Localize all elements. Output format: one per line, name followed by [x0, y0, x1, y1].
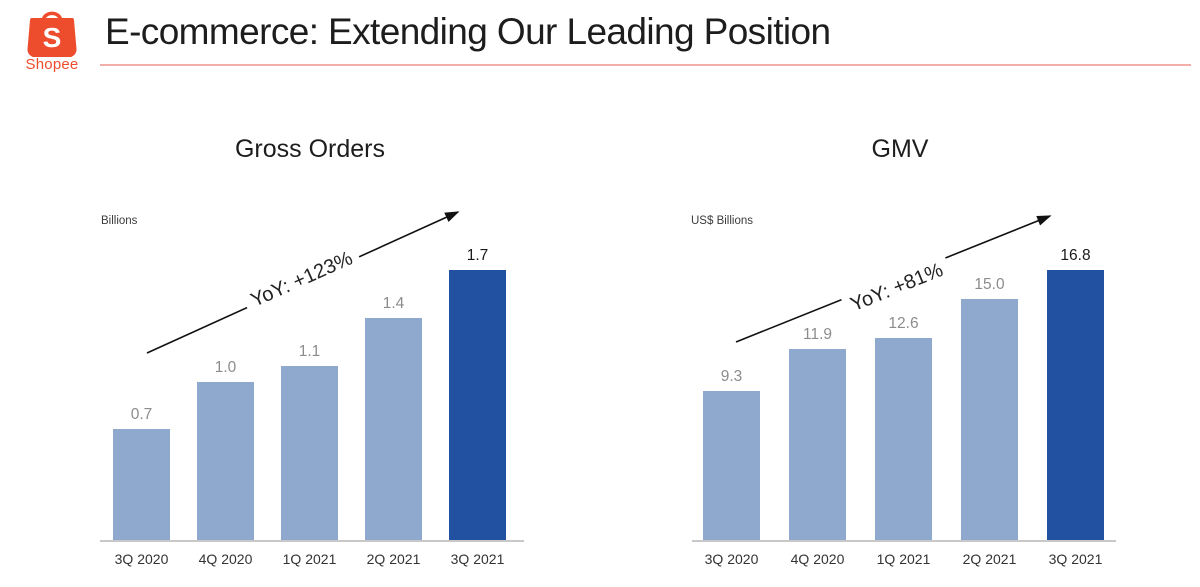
bar-value-label: 1.4: [382, 295, 405, 312]
bar-value-label: 16.8: [1060, 247, 1091, 264]
bars-row: 0.7 1.0 1.1 1.4 1.7: [113, 247, 506, 541]
x-axis-line: [100, 540, 524, 542]
category-label: 3Q 2020: [704, 551, 759, 567]
bar: [449, 270, 506, 541]
bar-column: 0.7: [113, 406, 170, 541]
category-label: 4Q 2020: [198, 551, 253, 567]
x-axis-line: [692, 540, 1116, 542]
bar: [703, 391, 760, 541]
bar-column: 15.0: [961, 276, 1018, 541]
bar-column: 12.6: [875, 315, 932, 541]
category-label: 3Q 2021: [450, 551, 505, 567]
unit-label: US$ Billions: [691, 215, 753, 227]
logo-brand-text: Shopee: [25, 56, 79, 73]
shopee-logo: S Shopee: [20, 5, 84, 73]
logo-letter: S: [43, 22, 62, 53]
bar-value-label: 11.9: [802, 326, 833, 343]
category-label: 1Q 2021: [282, 551, 337, 567]
bar-column: 16.8: [1047, 247, 1104, 541]
bar: [875, 338, 932, 541]
bag-body: [27, 18, 77, 57]
title-underline: [100, 64, 1191, 66]
bar: [281, 366, 338, 541]
bar: [961, 299, 1018, 541]
chart-title: Gross Orders: [234, 135, 386, 163]
category-label: 2Q 2021: [962, 551, 1017, 567]
bar-column: 1.0: [197, 359, 254, 541]
categories-row: 3Q 2020 4Q 2020 1Q 2021 2Q 2021 3Q 2021: [703, 551, 1104, 567]
bar-value-label: 15.0: [974, 276, 1005, 293]
gmv-chart: GMV US$ Billions YoY: +81% 9.3 11.9 12.6 15…: [660, 130, 1140, 587]
bar-value-label: 1.7: [466, 247, 489, 264]
bar-column: 1.7: [449, 247, 506, 541]
bar-column: 9.3: [703, 368, 760, 541]
chart-title: GMV: [871, 135, 929, 163]
category-label: 1Q 2021: [876, 551, 931, 567]
slide-title: E-commerce: Extending Our Leading Positi…: [105, 11, 831, 52]
bar: [1047, 270, 1104, 541]
bar-value-label: 0.7: [130, 406, 153, 423]
bars-row: 9.3 11.9 12.6 15.0 16.8: [703, 247, 1104, 541]
bar: [197, 382, 254, 541]
bar: [365, 318, 422, 541]
category-label: 2Q 2021: [366, 551, 421, 567]
categories-row: 3Q 2020 4Q 2020 1Q 2021 2Q 2021 3Q 2021: [113, 551, 506, 567]
bar-column: 1.1: [281, 343, 338, 541]
gross-orders-chart: Gross Orders Billions YoY: +123% 0.7 1.0 1…: [70, 130, 550, 587]
bar-value-label: 9.3: [720, 368, 743, 385]
bar-column: 1.4: [365, 295, 422, 541]
bar: [789, 349, 846, 541]
category-label: 3Q 2020: [114, 551, 169, 567]
bar-value-label: 1.0: [214, 359, 237, 376]
bar-column: 11.9: [789, 326, 846, 541]
category-label: 4Q 2020: [790, 551, 845, 567]
bar-value-label: 12.6: [888, 315, 919, 332]
bar-value-label: 1.1: [298, 343, 321, 360]
category-label: 3Q 2021: [1048, 551, 1103, 567]
unit-label: Billions: [101, 215, 138, 227]
bar: [113, 429, 170, 541]
shopping-bag-icon: S: [27, 11, 77, 57]
